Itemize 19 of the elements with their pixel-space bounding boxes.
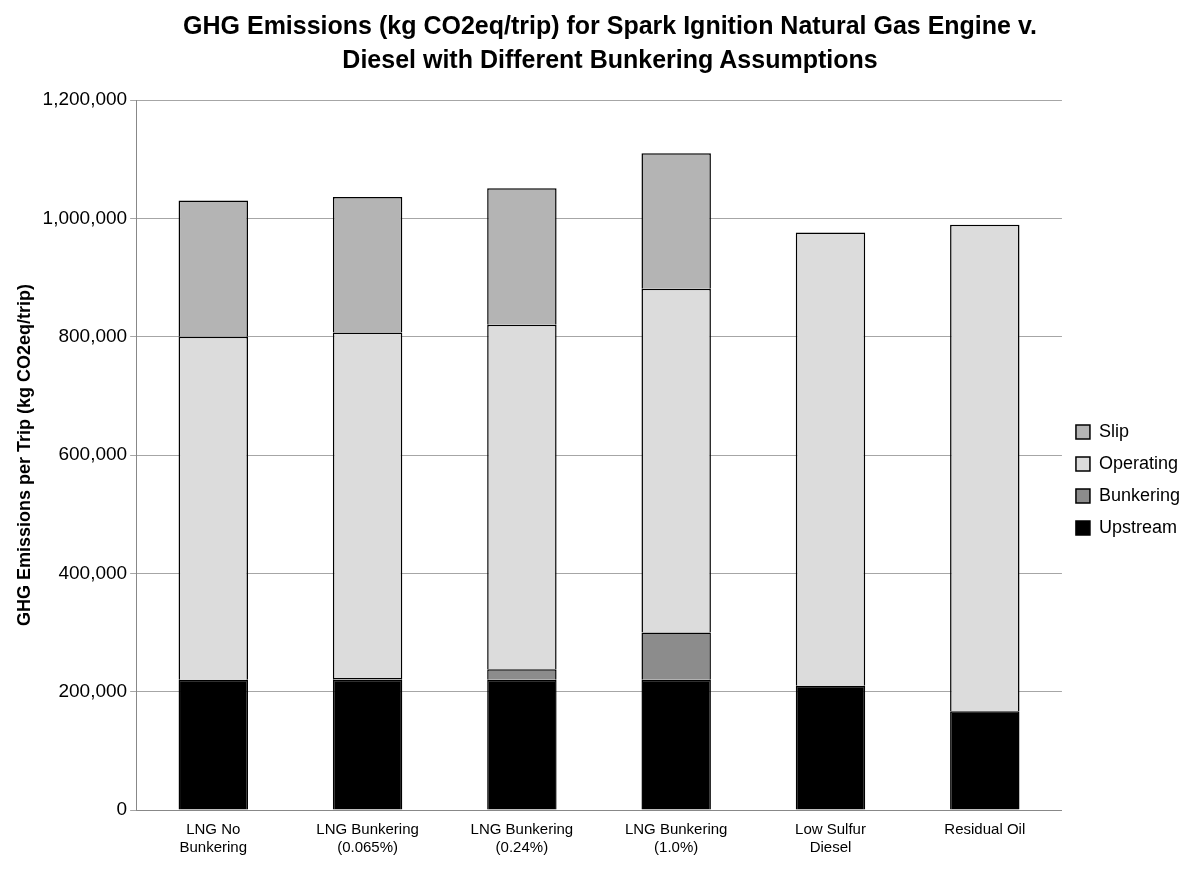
y-axis-title: GHG Emissions per Trip (kg CO2eq/trip) <box>13 283 34 627</box>
x-tick-label: LNG No Bunkering <box>179 820 248 856</box>
y-tick-label: 1,200,000 <box>42 88 128 110</box>
y-tick-label: 600,000 <box>58 443 128 465</box>
y-tick-label: 1,000,000 <box>42 206 128 228</box>
x-tick-label: LNG Bunkering (0.065%) <box>316 820 419 856</box>
legend-label: Slip <box>1098 420 1129 441</box>
x-tick-label: Residual Oil <box>944 820 1026 838</box>
x-tick-label: LNG Bunkering (0.24%) <box>470 820 574 856</box>
legend-label: Bunkering <box>1098 484 1181 505</box>
y-tick-label: 200,000 <box>58 679 128 701</box>
chart-title: GHG Emissions (kg CO2eq/trip) for Spark Ignition Natural Gas Engine v. Diesel with Different Bunkering Assumptions <box>182 10 1038 75</box>
x-tick-label: LNG Bunkering (1.0%) <box>624 820 728 856</box>
legend-label: Operating <box>1098 452 1179 473</box>
legend-label: Upstream <box>1098 516 1177 537</box>
y-tick-label: 400,000 <box>58 561 128 583</box>
y-tick-label: 0 <box>116 798 128 820</box>
x-tick-label: Low Sulfur Diesel <box>795 820 866 856</box>
y-tick-label: 800,000 <box>58 324 128 346</box>
